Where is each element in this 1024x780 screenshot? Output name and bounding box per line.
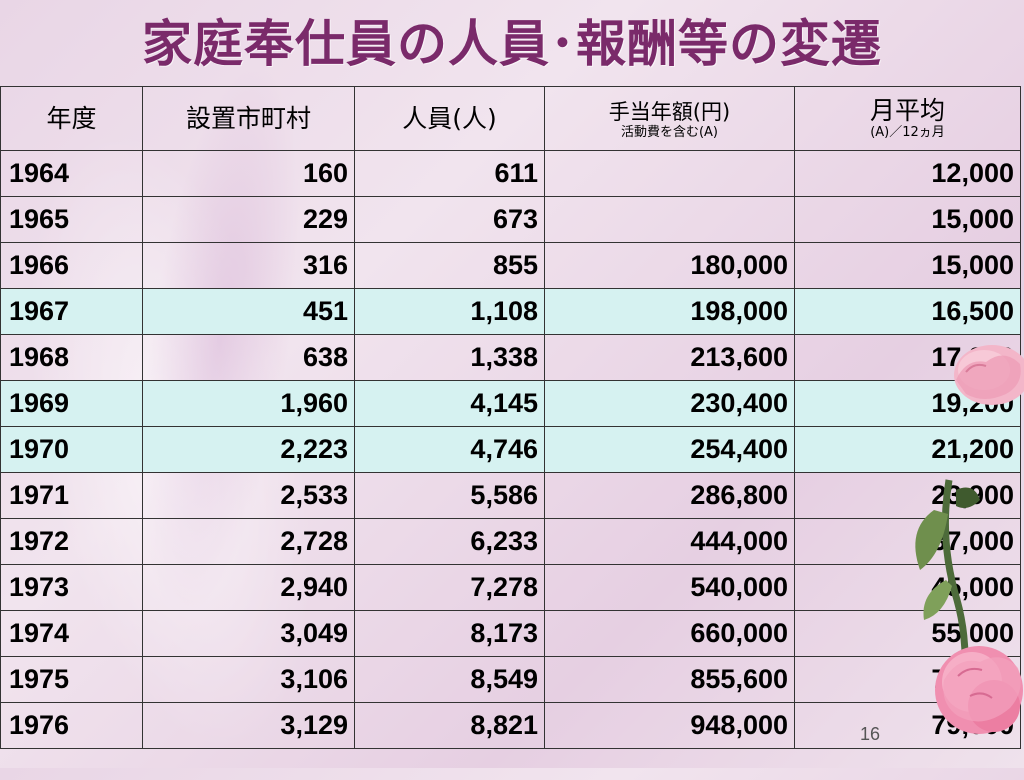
cell-municipalities: 229	[142, 196, 355, 243]
cell-monthly-average: 12,000	[794, 150, 1021, 197]
cell-personnel: 8,173	[354, 610, 545, 657]
cell-municipalities: 3,049	[142, 610, 355, 657]
cell-personnel: 4,145	[354, 380, 545, 427]
cell-monthly-average: 37,000	[794, 518, 1021, 565]
cell-monthly-average: 15,000	[794, 242, 1021, 289]
cell-monthly-average: 15,000	[794, 196, 1021, 243]
header-personnel: 人員(人)	[354, 86, 545, 151]
cell-monthly-average: 45,000	[794, 564, 1021, 611]
table-row: 1966 316 855 180,000 15,000	[0, 242, 1021, 289]
cell-annual-allowance: 948,000	[544, 702, 795, 749]
header-annual-allowance: 手当年額(円) 活動費を含む(A)	[544, 86, 795, 151]
page-number: 16	[860, 724, 881, 744]
cell-personnel: 8,821	[354, 702, 545, 749]
table-row: 1968 638 1,338 213,600 17,800	[0, 334, 1021, 381]
cell-personnel: 1,338	[354, 334, 545, 381]
cell-monthly-average: 19,200	[794, 380, 1021, 427]
header-annual-allowance-label: 手当年額(円)	[608, 99, 731, 124]
cell-municipalities: 2,533	[142, 472, 355, 519]
cell-year: 1965	[0, 196, 143, 243]
header-personnel-label: 人員(人)	[402, 103, 497, 133]
cell-personnel: 6,233	[354, 518, 545, 565]
cell-year: 1973	[0, 564, 143, 611]
cell-annual-allowance: 180,000	[544, 242, 795, 289]
cell-annual-allowance: 660,000	[544, 610, 795, 657]
header-monthly-average-note: (A)／12ヵ月	[870, 125, 945, 141]
cell-personnel: 611	[354, 150, 545, 197]
cell-year: 1972	[0, 518, 143, 565]
cell-municipalities: 638	[142, 334, 355, 381]
cell-monthly-average: 71,300	[794, 656, 1021, 703]
cell-municipalities: 2,940	[142, 564, 355, 611]
header-year-label: 年度	[46, 103, 97, 133]
table-row: 1976 3,129 8,821 948,000 79,000	[0, 702, 1021, 749]
cell-year: 1974	[0, 610, 143, 657]
cell-municipalities: 3,129	[142, 702, 355, 749]
cell-personnel: 8,549	[354, 656, 545, 703]
cell-annual-allowance	[544, 196, 795, 243]
cell-year: 1968	[0, 334, 143, 381]
cell-personnel: 1,108	[354, 288, 545, 335]
table-row: 1971 2,533 5,586 286,800 23,900	[0, 472, 1021, 519]
cell-monthly-average: 79,000	[794, 702, 1021, 749]
cell-annual-allowance: 213,600	[544, 334, 795, 381]
cell-year: 1971	[0, 472, 143, 519]
table-row: 1964 160 611 12,000	[0, 150, 1021, 197]
cell-year: 1975	[0, 656, 143, 703]
table-row: 1974 3,049 8,173 660,000 55,000	[0, 610, 1021, 657]
slide-title: 家庭奉仕員の人員･報酬等の変遷	[142, 15, 882, 73]
cell-personnel: 855	[354, 242, 545, 289]
cell-personnel: 4,746	[354, 426, 545, 473]
table-row: 1969 1,960 4,145 230,400 19,200	[0, 380, 1021, 427]
cell-annual-allowance: 444,000	[544, 518, 795, 565]
cell-municipalities: 316	[142, 242, 355, 289]
cell-year: 1964	[0, 150, 143, 197]
personnel-table: 年度 設置市町村 人員(人) 手当年額(円) 活動費を含む(A) 月平均 (A)…	[0, 86, 1021, 749]
cell-monthly-average: 16,500	[794, 288, 1021, 335]
cell-municipalities: 3,106	[142, 656, 355, 703]
table-header-row: 年度 設置市町村 人員(人) 手当年額(円) 活動費を含む(A) 月平均 (A)…	[0, 86, 1021, 151]
cell-municipalities: 160	[142, 150, 355, 197]
table-row: 1975 3,106 8,549 855,600 71,300	[0, 656, 1021, 703]
cell-year: 1970	[0, 426, 143, 473]
header-monthly-average-label: 月平均	[869, 95, 945, 125]
cell-annual-allowance: 286,800	[544, 472, 795, 519]
table-row: 1967 451 1,108 198,000 16,500	[0, 288, 1021, 335]
cell-personnel: 7,278	[354, 564, 545, 611]
table-row: 1970 2,223 4,746 254,400 21,200	[0, 426, 1021, 473]
header-municipalities-label: 設置市町村	[185, 103, 311, 133]
table-row: 1965 229 673 15,000	[0, 196, 1021, 243]
table-row: 1973 2,940 7,278 540,000 45,000	[0, 564, 1021, 611]
cell-monthly-average: 17,800	[794, 334, 1021, 381]
cell-annual-allowance: 254,400	[544, 426, 795, 473]
header-annual-allowance-note: 活動費を含む(A)	[620, 125, 719, 141]
cell-personnel: 673	[354, 196, 545, 243]
cell-annual-allowance: 230,400	[544, 380, 795, 427]
cell-monthly-average: 21,200	[794, 426, 1021, 473]
cell-municipalities: 451	[142, 288, 355, 335]
header-monthly-average: 月平均 (A)／12ヵ月	[794, 86, 1021, 151]
cell-monthly-average: 55,000	[794, 610, 1021, 657]
cell-municipalities: 1,960	[142, 380, 355, 427]
header-year: 年度	[0, 86, 143, 151]
cell-year: 1966	[0, 242, 143, 289]
cell-year: 1969	[0, 380, 143, 427]
table-row: 1972 2,728 6,233 444,000 37,000	[0, 518, 1021, 565]
cell-personnel: 5,586	[354, 472, 545, 519]
cell-annual-allowance: 855,600	[544, 656, 795, 703]
cell-annual-allowance: 198,000	[544, 288, 795, 335]
cell-monthly-average: 23,900	[794, 472, 1021, 519]
cell-annual-allowance	[544, 150, 795, 197]
cell-annual-allowance: 540,000	[544, 564, 795, 611]
header-municipalities: 設置市町村	[142, 86, 355, 151]
cell-municipalities: 2,728	[142, 518, 355, 565]
cell-year: 1976	[0, 702, 143, 749]
cell-year: 1967	[0, 288, 143, 335]
cell-municipalities: 2,223	[142, 426, 355, 473]
